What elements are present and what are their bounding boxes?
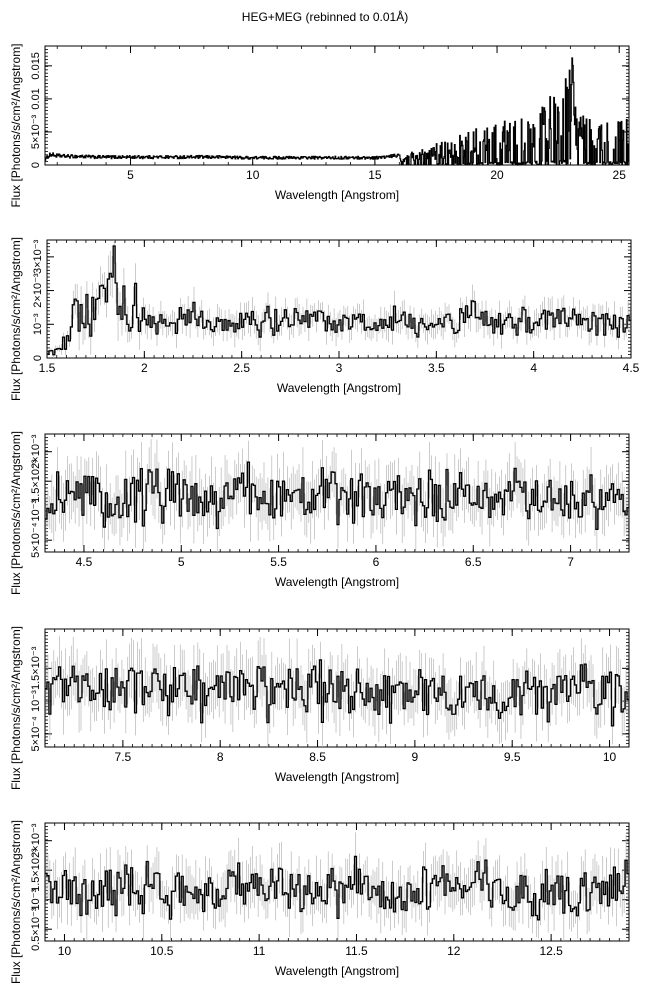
x-tick-label: 5 <box>127 168 134 182</box>
x-tick-label: 1.5 <box>39 361 56 375</box>
y-axis-label: Flux [Photons/s/cm²/Angstrom] <box>9 431 23 595</box>
y-axis-label: Flux [Photons/s/cm²/Angstrom] <box>9 820 23 984</box>
y-tick-label: 1.5×10⁻³ <box>30 848 42 892</box>
y-tick-label: 5×10⁻³ <box>30 114 42 149</box>
x-tick-label: 3 <box>336 361 343 375</box>
x-tick-label: 4 <box>530 361 537 375</box>
y-tick-label: 0.015 <box>30 52 42 80</box>
y-axis-label: Flux [Photons/s/cm²/Angstrom] <box>9 43 23 207</box>
y-tick-label: 10⁻³ <box>30 500 42 522</box>
x-axis-label: Wavelength [Angstrom] <box>275 964 399 978</box>
y-tick-label: 10⁻³ <box>30 690 42 712</box>
x-tick-label: 11 <box>253 944 266 958</box>
x-tick-label: 10 <box>246 168 260 182</box>
x-tick-label: 6 <box>373 555 380 569</box>
x-tick-label: 5 <box>178 555 185 569</box>
x-tick-label: 10.5 <box>150 944 174 958</box>
x-tick-label: 9.5 <box>504 750 521 764</box>
y-axis-label: Flux [Photons/s/cm²/Angstrom] <box>9 237 23 401</box>
x-tick-label: 20 <box>490 168 504 182</box>
y-tick-label: 1.5×10⁻³ <box>30 459 42 503</box>
y-tick-label: 2×10⁻³ <box>30 823 42 858</box>
y-tick-label: 2×10⁻³ <box>32 273 44 308</box>
x-tick-label: 10 <box>603 750 617 764</box>
figure-title: HEG+MEG (rebinned to 0.01Å) <box>241 10 409 24</box>
y-axis-label: Flux [Photons/s/cm²/Angstrom] <box>9 626 23 790</box>
y-tick-label: 1.5×10⁻³ <box>30 646 42 690</box>
x-axis-label: Wavelength [Angstrom] <box>275 188 399 202</box>
x-tick-label: 4.5 <box>623 361 640 375</box>
y-tick-label: 2×10⁻³ <box>30 434 42 469</box>
x-axis-label: Wavelength [Angstrom] <box>275 770 399 784</box>
y-tick-label: 0.5×10⁻³ <box>30 907 42 951</box>
x-tick-label: 7.5 <box>115 750 132 764</box>
x-tick-label: 6.5 <box>465 555 482 569</box>
spectrum-line-3 <box>45 461 629 531</box>
y-tick-label: 10⁻³ <box>30 889 42 911</box>
y-tick-label: 0.01 <box>30 88 42 109</box>
y-tick-label: 5×10⁻⁴ <box>30 522 42 558</box>
spectrum-line-1 <box>45 57 629 166</box>
x-tick-label: 7 <box>567 555 574 569</box>
x-tick-label: 11.5 <box>345 944 368 958</box>
x-tick-label: 25 <box>613 168 627 182</box>
spectrum-line-4 <box>45 659 629 727</box>
x-tick-label: 2.5 <box>233 361 250 375</box>
x-tick-label: 4.5 <box>76 555 93 569</box>
x-axis-label: Wavelength [Angstrom] <box>275 575 399 589</box>
x-tick-label: 12.5 <box>539 944 563 958</box>
x-tick-label: 3.5 <box>428 361 445 375</box>
x-tick-label: 10 <box>58 944 72 958</box>
x-tick-label: 8 <box>217 750 224 764</box>
x-tick-label: 5.5 <box>270 555 287 569</box>
y-tick-label: 0 <box>32 355 44 361</box>
x-tick-label: 12 <box>447 944 461 958</box>
y-tick-label: 10⁻³ <box>32 313 44 335</box>
x-tick-label: 2 <box>141 361 148 375</box>
y-tick-label: 0 <box>30 162 42 168</box>
spectrum-line-2 <box>47 245 631 356</box>
plot-frame-1 <box>44 45 630 166</box>
y-tick-label: 5×10⁻⁴ <box>30 716 42 752</box>
x-tick-label: 15 <box>368 168 382 182</box>
spectrum-line-5 <box>45 855 629 921</box>
x-axis-label: Wavelength [Angstrom] <box>277 381 401 395</box>
y-tick-label: 3×10⁻³ <box>32 239 44 274</box>
x-tick-label: 8.5 <box>309 750 326 764</box>
x-tick-label: 9 <box>412 750 419 764</box>
